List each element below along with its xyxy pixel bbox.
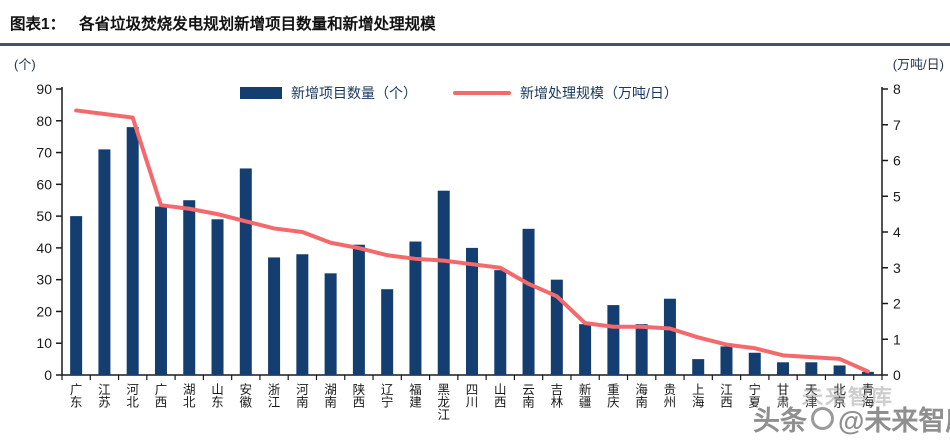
bar-上海 bbox=[692, 359, 705, 375]
x-category-label: 甘肃 bbox=[777, 383, 790, 410]
left-axis-tick-label: 10 bbox=[36, 335, 52, 351]
bar-广东 bbox=[70, 216, 83, 375]
x-category-label: 上海 bbox=[692, 383, 705, 410]
legend-item-line: 新增处理规模（万吨/日） bbox=[453, 83, 678, 103]
x-category-label: 四川 bbox=[466, 383, 479, 410]
bar-天津 bbox=[805, 362, 818, 375]
right-axis-tick-label: 2 bbox=[893, 296, 901, 312]
left-axis-tick-label: 70 bbox=[36, 145, 52, 161]
x-category-label: 新疆 bbox=[579, 382, 592, 410]
x-category-label: 辽宁 bbox=[381, 383, 394, 410]
bar-云南 bbox=[522, 228, 535, 375]
bar-甘肃 bbox=[777, 362, 790, 375]
bar-北京 bbox=[833, 365, 846, 375]
x-category-label: 河北 bbox=[126, 383, 139, 410]
right-axis-unit: (万吨/日) bbox=[892, 57, 944, 72]
right-axis-tick-label: 1 bbox=[893, 331, 901, 347]
watermark: 头条 @未来智库 bbox=[753, 399, 950, 438]
bar-福建 bbox=[409, 241, 422, 375]
line-series bbox=[74, 108, 870, 374]
line-swatch-icon bbox=[453, 91, 511, 95]
bar-swatch-icon bbox=[240, 87, 282, 99]
title-bar: 图表1： 各省垃圾焚烧发电规划新增项目数量和新增处理规模 bbox=[0, 10, 950, 46]
x-category-label: 安徽 bbox=[240, 382, 253, 410]
x-category-label: 江苏 bbox=[98, 383, 111, 410]
bar-陕西 bbox=[352, 244, 365, 375]
bar-重庆 bbox=[607, 305, 620, 375]
right-axis-tick-label: 0 bbox=[893, 367, 901, 383]
x-category-label: 北京 bbox=[833, 383, 846, 410]
watermark-ghost: 未来智库 bbox=[802, 386, 894, 409]
x-category-label: 贵州 bbox=[664, 383, 677, 410]
bar-湖北 bbox=[183, 200, 196, 375]
left-axis-tick-label: 40 bbox=[36, 240, 52, 256]
bar-山东 bbox=[211, 219, 224, 375]
legend-item-bar: 新增项目数量（个） bbox=[240, 83, 417, 103]
bar-辽宁 bbox=[381, 289, 394, 375]
x-category-label: 重庆 bbox=[607, 382, 620, 410]
left-axis-tick-label: 80 bbox=[36, 113, 52, 129]
watermark-logo-icon bbox=[811, 407, 834, 430]
legend-line-label: 新增处理规模（万吨/日） bbox=[520, 85, 678, 101]
x-category-label: 宁夏 bbox=[749, 382, 762, 410]
x-category-label: 青海 bbox=[862, 383, 875, 410]
bar-贵州 bbox=[663, 298, 676, 375]
right-axis-tick-label: 5 bbox=[893, 188, 901, 204]
right-axis-tick-label: 7 bbox=[893, 117, 901, 133]
right-axis-tick-label: 4 bbox=[893, 224, 901, 240]
figure-label: 图表1： bbox=[10, 16, 66, 33]
bar-山西 bbox=[494, 270, 507, 375]
x-category-label: 湖南 bbox=[324, 382, 337, 410]
bar-江苏 bbox=[98, 149, 111, 375]
x-category-label: 黑龙江 bbox=[437, 383, 450, 422]
x-category-label: 天津 bbox=[805, 383, 818, 410]
left-axis-tick-label: 60 bbox=[36, 176, 52, 192]
bar-吉林 bbox=[550, 279, 563, 375]
left-axis-tick-label: 90 bbox=[36, 81, 52, 97]
bar-海南 bbox=[635, 324, 648, 375]
page-title: 各省垃圾焚烧发电规划新增项目数量和新增处理规模 bbox=[79, 16, 436, 33]
bar-新疆 bbox=[579, 324, 592, 375]
x-category-label: 山西 bbox=[494, 383, 507, 410]
bar-浙江 bbox=[268, 257, 281, 375]
bar-宁夏 bbox=[748, 352, 761, 375]
x-category-label: 陕西 bbox=[353, 382, 366, 410]
x-category-label: 吉林 bbox=[551, 383, 564, 410]
left-axis-tick-label: 0 bbox=[44, 367, 52, 383]
left-axis-tick-label: 50 bbox=[36, 208, 52, 224]
bar-四川 bbox=[466, 247, 478, 375]
left-axis-tick-label: 30 bbox=[36, 272, 52, 288]
x-category-label: 湖北 bbox=[183, 382, 196, 410]
left-axis-tick-label: 20 bbox=[36, 303, 52, 319]
bar-黑龙江 bbox=[437, 190, 450, 375]
bar-湖南 bbox=[324, 273, 337, 375]
right-axis-tick-label: 3 bbox=[893, 260, 901, 276]
x-category-label: 广西 bbox=[155, 383, 168, 410]
bar-广西 bbox=[154, 206, 167, 375]
x-category-label: 福建 bbox=[409, 382, 422, 410]
legend-bar-label: 新增项目数量（个） bbox=[291, 85, 417, 101]
bar-江西 bbox=[720, 346, 733, 375]
bar-安徽 bbox=[239, 168, 252, 375]
bar-河南 bbox=[296, 254, 309, 375]
x-category-label: 海南 bbox=[635, 382, 648, 410]
x-category-label: 浙江 bbox=[268, 382, 281, 410]
right-axis-tick-label: 6 bbox=[893, 153, 901, 169]
x-category-label: 云南 bbox=[522, 383, 535, 410]
chart-legend: 新增项目数量（个） 新增处理规模（万吨/日） bbox=[240, 83, 678, 103]
x-category-label: 山东 bbox=[211, 383, 224, 410]
x-category-label: 广东 bbox=[70, 383, 83, 410]
watermark-suffix: @未来智库 bbox=[838, 406, 950, 436]
left-axis-unit: (个) bbox=[14, 57, 36, 72]
right-axis-tick-label: 8 bbox=[893, 81, 901, 97]
watermark-prefix: 头条 bbox=[753, 406, 807, 436]
x-category-label: 河南 bbox=[296, 383, 309, 410]
x-category-label: 江西 bbox=[720, 383, 733, 410]
bar-河北 bbox=[126, 127, 139, 375]
